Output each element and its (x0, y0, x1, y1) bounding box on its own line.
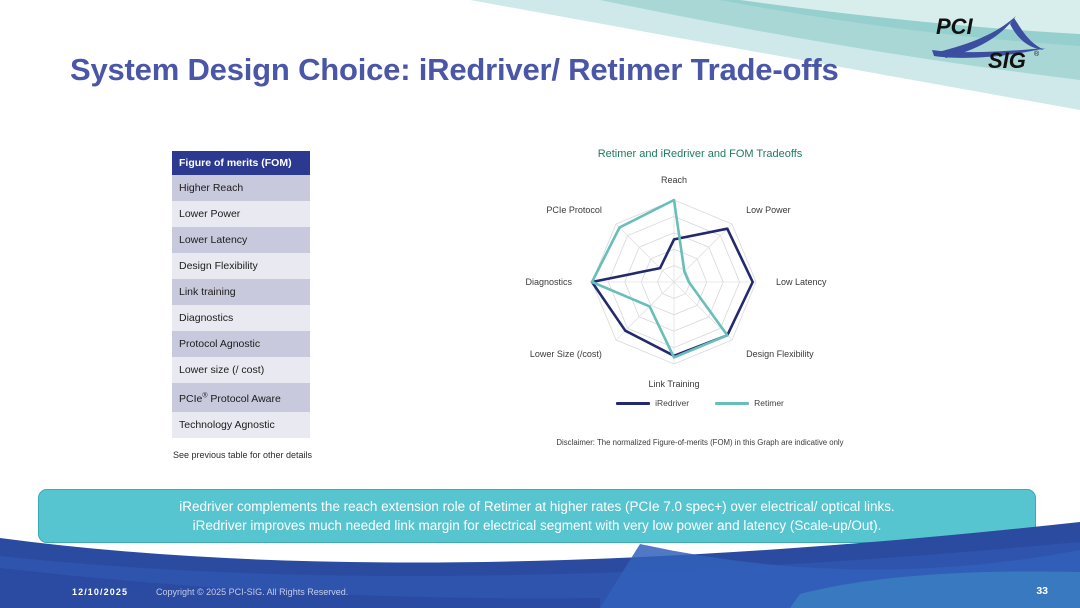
legend-swatch-iredriver (616, 401, 651, 405)
table-row: Lower Power (172, 201, 310, 227)
table-header: Figure of merits (FOM) (172, 151, 310, 175)
chart-legend: iRedriver Retimer (500, 398, 900, 408)
table-row: Design Flexibility (172, 253, 310, 279)
svg-text:®: ® (1034, 50, 1040, 58)
callout-line-1: iRedriver complements the reach extensio… (179, 499, 895, 514)
radar-axis-label: Design Flexibility (746, 349, 814, 359)
legend-item-retimer: Retimer (715, 398, 784, 408)
legend-item-iredriver: iRedriver (616, 398, 689, 408)
table-row-label-pcie: PCIe® Protocol Aware (179, 392, 281, 405)
page-number: 33 (1036, 585, 1048, 597)
table-row: Lower size (/ cost) (172, 357, 310, 383)
pci-sig-logo: PCI SIG ® (930, 8, 1050, 78)
table-row: Higher Reach (172, 175, 310, 201)
chart-disclaimer: Disclaimer: The normalized Figure-of-mer… (556, 438, 844, 447)
footer-date: 12/10/2025 (72, 587, 129, 597)
table-row: Protocol Agnostic (172, 331, 310, 357)
radar-axis-label: Diagnostics (525, 277, 572, 287)
summary-callout: iRedriver complements the reach extensio… (38, 489, 1036, 543)
radar-axis-label: Lower Size (/cost) (530, 349, 602, 359)
radar-axis-label: Reach (661, 175, 687, 185)
callout-line-2: iRedriver improves much needed link marg… (192, 518, 882, 533)
legend-label-iredriver: iRedriver (655, 398, 690, 408)
radar-axis-label: PCIe Protocol (546, 205, 602, 215)
radar-chart: Retimer and iRedriver and FOM Tradeoffs … (500, 142, 900, 442)
logo-text-pci: PCI (936, 14, 974, 39)
legend-label-retimer: Retimer (754, 398, 784, 408)
footer: 12/10/2025 Copyright © 2025 PCI-SIG. All… (0, 572, 1080, 608)
table-row: Link training (172, 279, 310, 305)
footer-copyright: Copyright © 2025 PCI-SIG. All Rights Res… (156, 587, 349, 597)
table-row: Technology Agnostic (172, 411, 310, 438)
legend-swatch-retimer (715, 401, 750, 405)
logo-text-sig: SIG (988, 48, 1026, 73)
chart-title: Retimer and iRedriver and FOM Tradeoffs (597, 148, 803, 160)
radar-axis-label: Low Power (746, 205, 791, 215)
radar-chart-svg: Reach Low Power Low Latency Design Flexibil… (525, 175, 827, 389)
radar-axis-label: Link Training (648, 379, 699, 389)
table-row: Lower Latency (172, 227, 310, 253)
table-row: PCIe® Protocol Aware (172, 383, 310, 412)
figure-of-merits-table: Figure of merits (FOM) Higher Reach Lowe… (172, 151, 310, 438)
radar-axis-label: Low Latency (776, 277, 827, 287)
table-footnote: See previous table for other details (172, 450, 313, 460)
table-row: Diagnostics (172, 305, 310, 331)
page-title: System Design Choice: iRedriver/ Retimer… (70, 52, 839, 87)
